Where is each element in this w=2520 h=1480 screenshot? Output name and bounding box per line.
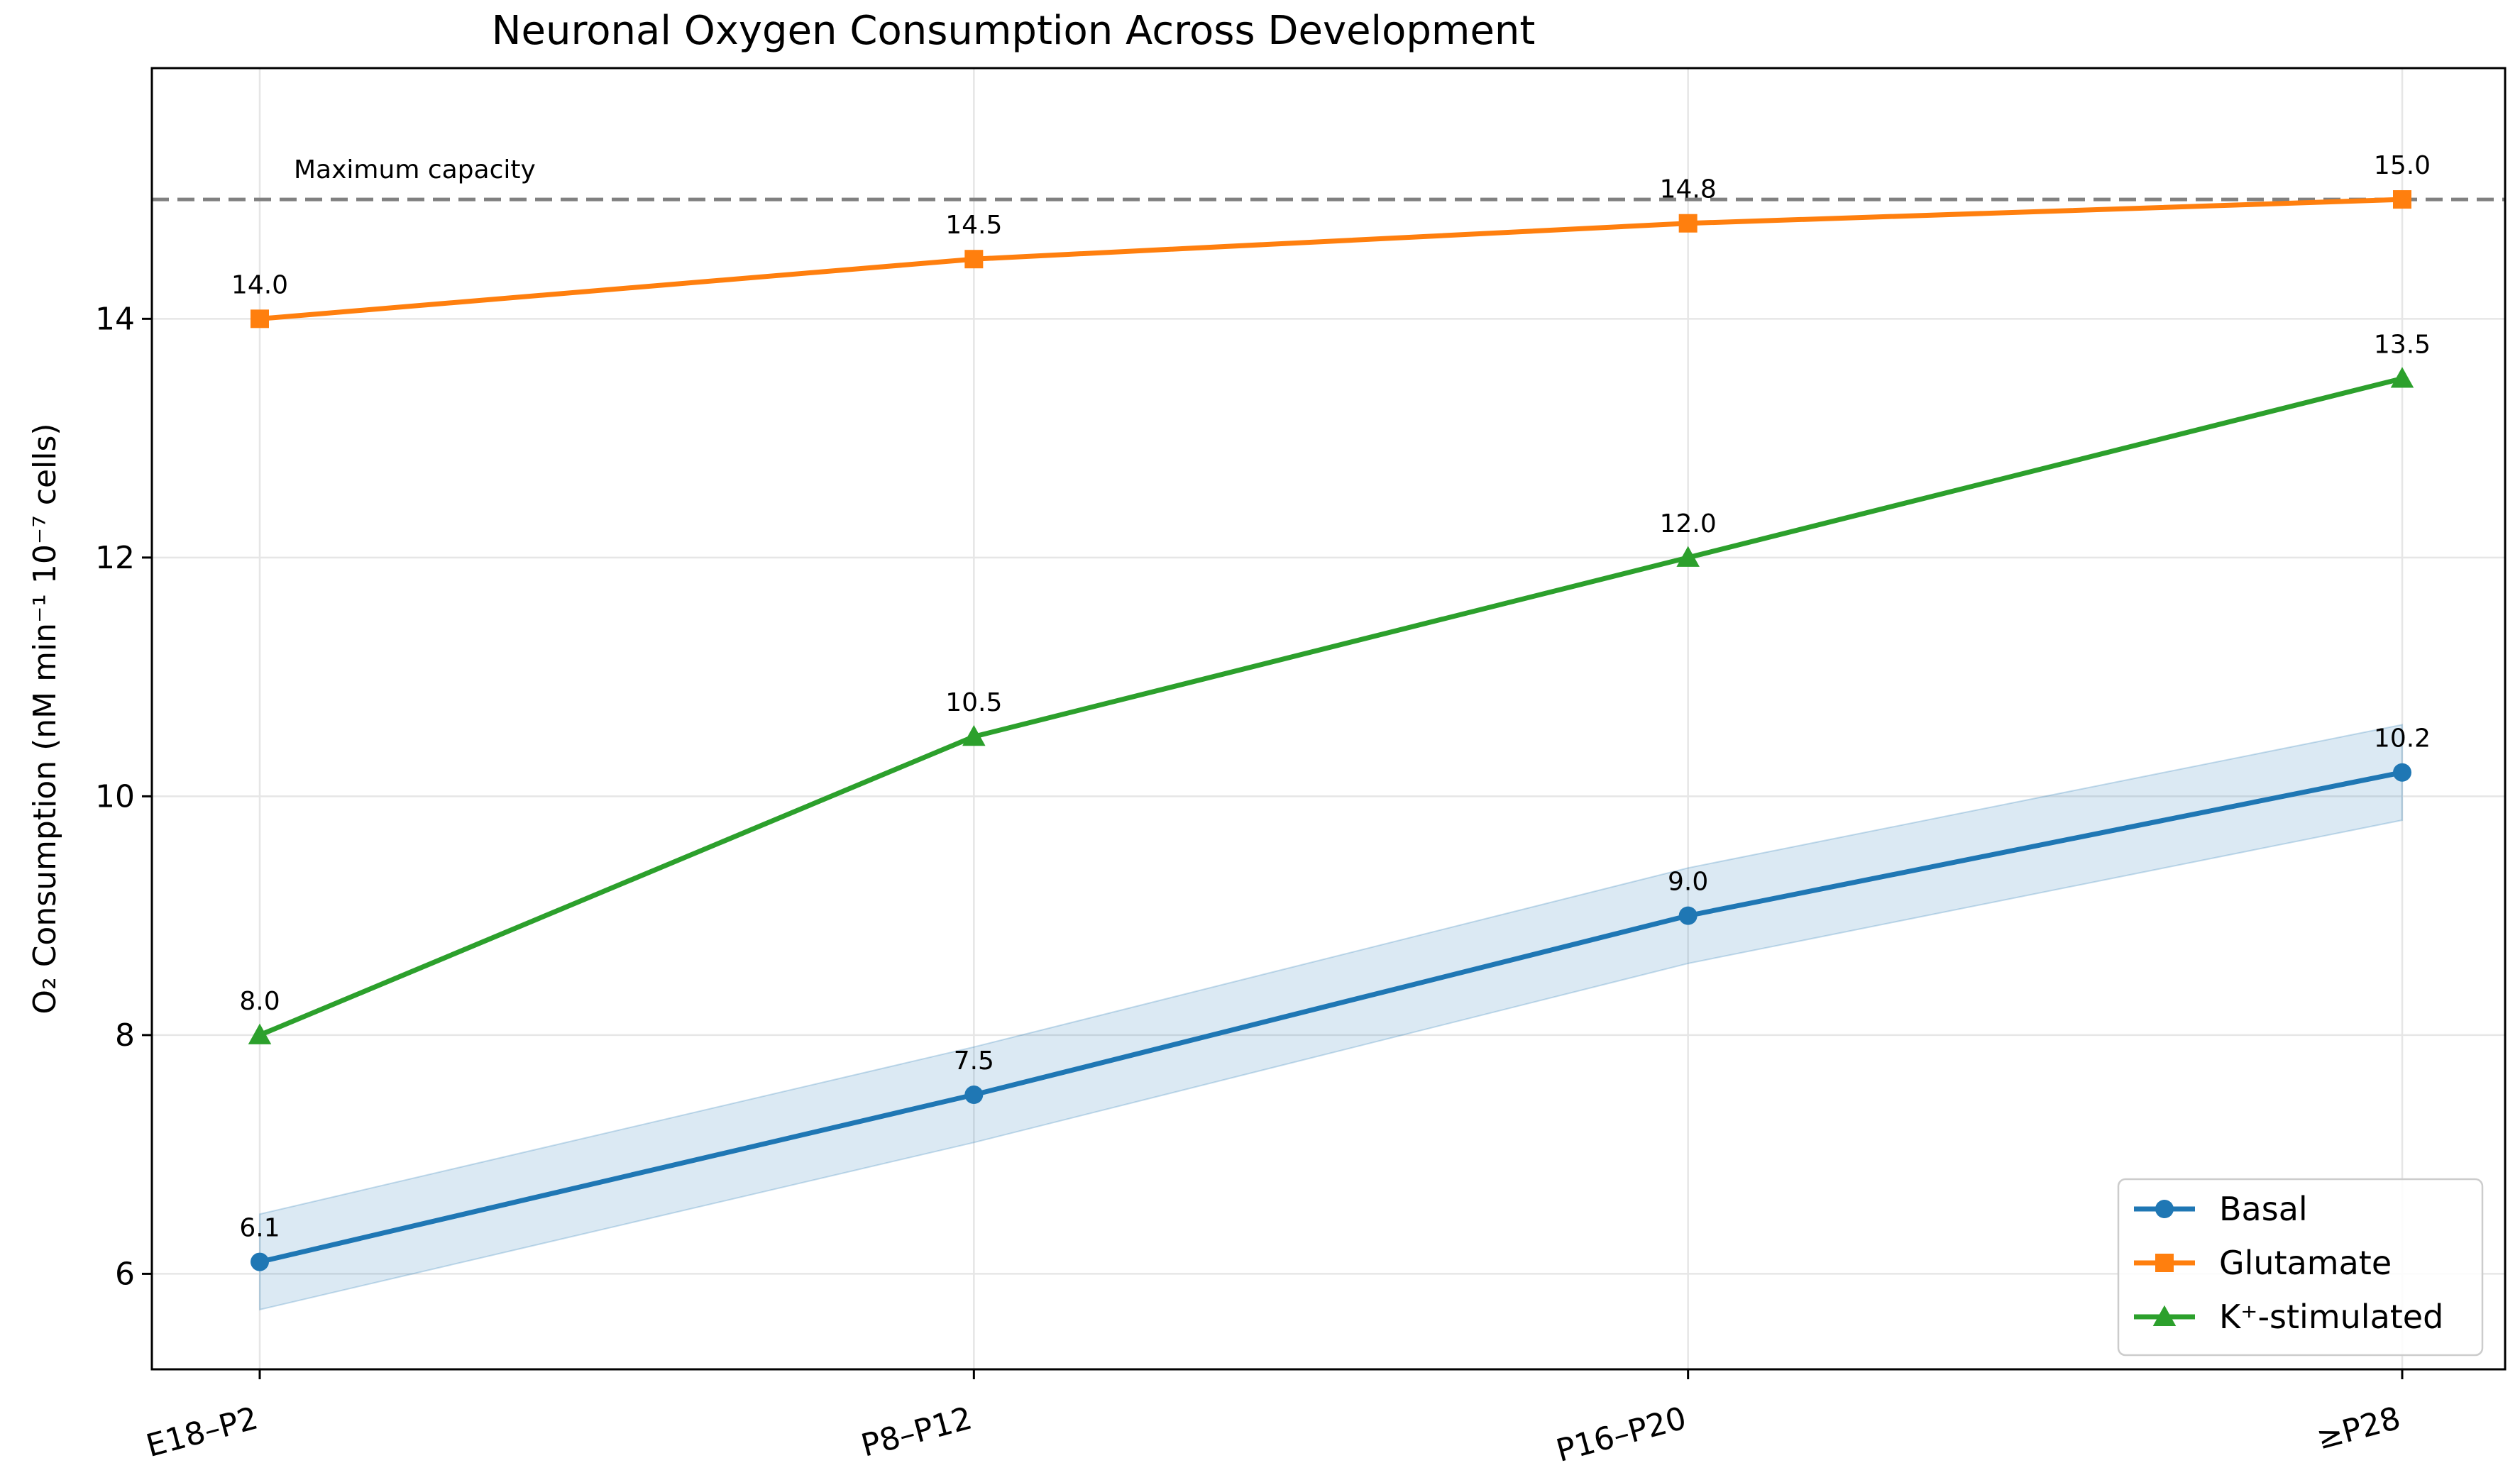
reference-line-label: Maximum capacity	[294, 155, 536, 184]
data-point-k-stimulated	[248, 1023, 272, 1044]
legend: Basal Glutamate K⁺-stimulated	[2117, 1178, 2484, 1357]
x-tick-label: P8–P12	[857, 1400, 976, 1464]
series-line-k-stimulated	[258, 376, 2403, 1038]
y-tick-label: 12	[95, 540, 135, 576]
data-label-basal: 6.1	[239, 1214, 280, 1243]
data-point-basal	[251, 1252, 269, 1271]
data-point-glutamate	[964, 250, 984, 269]
series-line-glutamate	[259, 197, 2403, 321]
confidence-band-basal	[259, 724, 2403, 1311]
legend-marker-k-stimulated	[2152, 1305, 2177, 1326]
x-tick-label: ≥P28	[2313, 1400, 2404, 1457]
y-tick-label: 14	[95, 301, 135, 337]
data-label-basal: 10.2	[2374, 724, 2431, 753]
data-point-basal	[1678, 906, 1698, 925]
x-tick-label: E18–P2	[143, 1400, 262, 1464]
data-label-glutamate: 15.0	[2374, 151, 2431, 180]
legend-label-k-stimulated: K⁺-stimulated	[2219, 1298, 2443, 1336]
y-tick-label: 8	[115, 1017, 135, 1054]
x-tick-label: P16–P20	[1553, 1400, 1690, 1469]
chart-title: Neuronal Oxygen Consumption Across Devel…	[492, 8, 1536, 54]
reference-line-group: Maximum capacity	[152, 155, 2505, 201]
data-labels: 6.1 7.5 9.0 10.2 14.0 14.5 14.8 15.0 8.0 10.5 12.0…	[231, 151, 2431, 1242]
series-line-basal	[259, 770, 2403, 1264]
legend-marker-basal	[2155, 1200, 2174, 1218]
legend-label-basal: Basal	[2219, 1190, 2308, 1228]
data-point-k-stimulated	[1676, 546, 1700, 567]
y-axis-label: O₂ Consumption (nM min⁻¹ 10⁻⁷ cells)	[27, 423, 63, 1014]
data-label-glutamate: 14.0	[231, 270, 288, 299]
y-tick-label: 10	[95, 778, 135, 814]
legend-marker-glutamate	[2155, 1254, 2174, 1272]
data-label-glutamate: 14.8	[1660, 175, 1717, 204]
data-label-glutamate: 14.5	[945, 211, 1002, 240]
legend-box	[2117, 1178, 2484, 1357]
data-point-basal	[2393, 763, 2411, 782]
data-label-k-stimulated: 13.5	[2374, 330, 2431, 359]
data-label-k-stimulated: 12.0	[1660, 509, 1717, 539]
data-label-k-stimulated: 10.5	[945, 688, 1002, 717]
legend-label-glutamate: Glutamate	[2219, 1244, 2392, 1282]
confidence-bands	[259, 724, 2403, 1311]
data-label-k-stimulated: 8.0	[239, 987, 280, 1016]
data-point-glutamate	[251, 309, 269, 328]
data-point-k-stimulated	[2390, 367, 2414, 388]
data-point-glutamate	[1678, 214, 1698, 233]
grid	[152, 68, 2505, 1369]
data-point-basal	[964, 1086, 984, 1105]
plot-frame	[150, 67, 2507, 1371]
y-tick-label: 6	[115, 1256, 135, 1292]
series-lines	[248, 190, 2414, 1271]
data-label-basal: 9.0	[1668, 868, 1708, 897]
data-point-k-stimulated	[962, 724, 986, 746]
data-point-glutamate	[2393, 190, 2411, 209]
data-label-basal: 7.5	[954, 1047, 994, 1076]
